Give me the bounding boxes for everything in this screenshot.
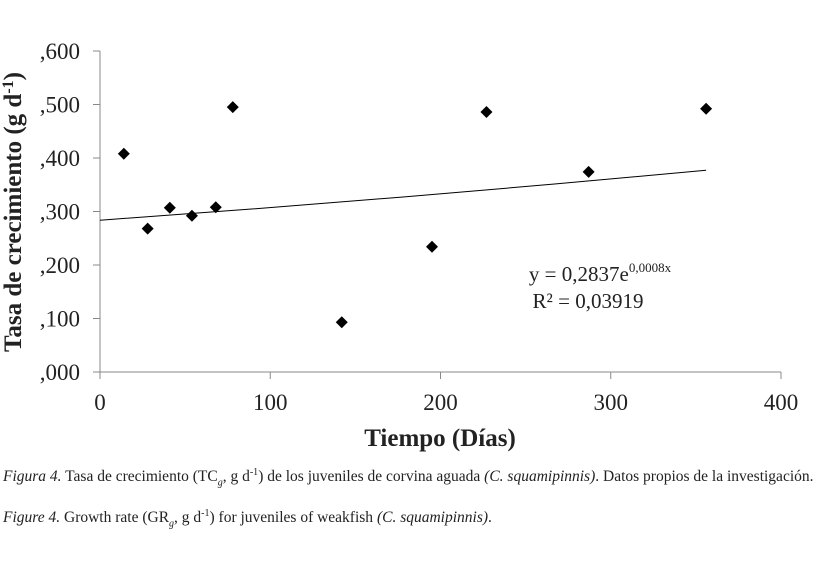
trendline (99, 169, 707, 221)
chart: Tiempo (Días) Tasa de crecimiento (g d-1… (0, 39, 799, 452)
x-tick-label: 300 (594, 390, 629, 415)
caption-text: Figura 4. (3, 468, 62, 486)
caption-text: , g d (174, 509, 202, 527)
caption-text: ) de los juveniles de corvina aguada (258, 468, 485, 486)
x-tick-label: 100 (253, 390, 288, 415)
caption-text: ) for juveniles of weakfish (209, 509, 377, 527)
y-axis-title-part: Tasa de crecimiento (g d (0, 94, 27, 352)
caption-paragraph: Figura 4. Tasa de crecimiento (TCg, g d-… (3, 462, 831, 493)
caption-paragraph: Figure 4. Growth rate (GRg, g d-1) for j… (3, 503, 831, 534)
x-tick-label: 400 (764, 390, 799, 415)
caption-text: g (169, 518, 175, 530)
point (226, 101, 239, 114)
caption-text: -1 (201, 508, 210, 520)
caption-text: (C. squamipinnis) (376, 509, 489, 527)
y-tick-label: ,000 (40, 360, 80, 385)
caption-text: Growth rate (GR (60, 509, 170, 527)
point (582, 165, 595, 178)
y-tick-label: ,300 (40, 200, 80, 225)
caption-text: Figure 4. (3, 509, 61, 527)
y-tick-label: ,100 (40, 307, 80, 332)
equation-base: y = 0,2837e (529, 262, 629, 286)
y-axis-title: Tasa de crecimiento (g d-1) (0, 72, 27, 352)
y-axis-title-part: -1 (0, 80, 17, 93)
y-tick-label: ,500 (40, 93, 80, 118)
caption-text: -1 (249, 467, 259, 478)
equation-exponent: 0,0008x (629, 260, 672, 275)
caption-text: Tasa de crecimiento (TC (61, 468, 218, 486)
caption-text: . Datos propios de la investigación. (595, 468, 814, 486)
point (480, 105, 493, 118)
point (700, 102, 713, 115)
point (335, 316, 348, 329)
y-tick-label: ,400 (40, 146, 80, 171)
caption-text: (C. squamipinnis) (484, 468, 596, 486)
equation: y = 0,2837e0,0008x (529, 260, 672, 286)
y-tick-label: ,200 (40, 253, 80, 278)
point (185, 209, 198, 222)
point (425, 240, 438, 253)
caption-text: . (488, 509, 492, 527)
point (163, 201, 176, 214)
caption-text: , g d (222, 468, 250, 486)
x-tick-label: 0 (94, 390, 106, 415)
y-tick-label: ,600 (40, 39, 80, 64)
y-axis-title-part: ) (0, 72, 27, 80)
x-tick-label: 200 (423, 390, 458, 415)
caption-text: g (217, 477, 223, 489)
caption: Figura 4. Tasa de crecimiento (TCg, g d-… (3, 462, 831, 545)
x-axis-title: Tiempo (Días) (364, 425, 516, 452)
point (141, 222, 154, 235)
r-squared: R² = 0,03919 (533, 289, 644, 313)
point (209, 201, 222, 214)
point (117, 147, 130, 160)
